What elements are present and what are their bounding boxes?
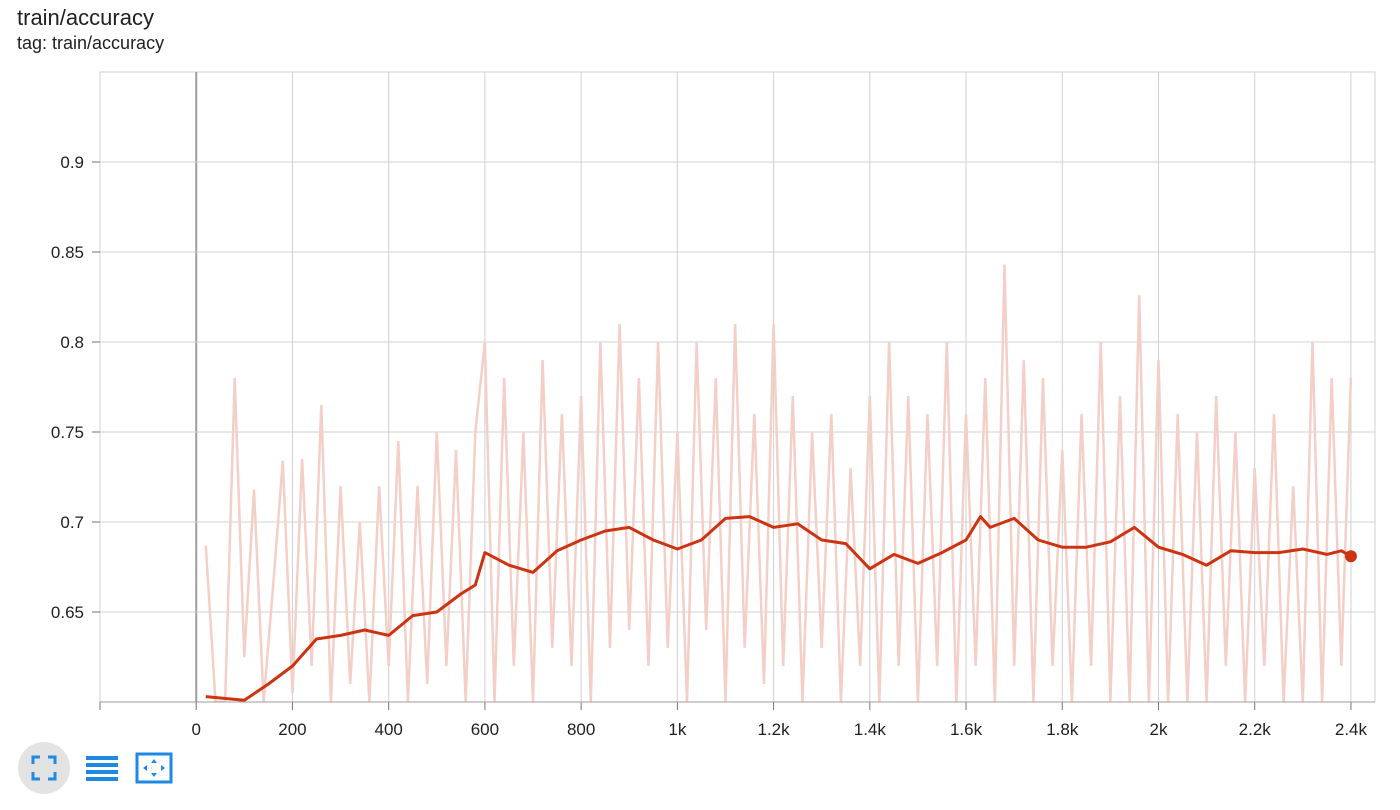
raw-accuracy-series xyxy=(204,264,1353,702)
x-tick-label: 1.2k xyxy=(758,720,791,739)
chart-tag-line: tag: train/accuracy xyxy=(17,33,165,53)
x-tick-label: 200 xyxy=(278,720,306,739)
fit-domain-button[interactable] xyxy=(134,742,174,794)
fullscreen-icon xyxy=(31,755,57,781)
chart-toolbar xyxy=(18,742,174,794)
x-tick-label: 2.4k xyxy=(1335,720,1368,739)
smoothed-series-layer xyxy=(205,515,1357,702)
x-tick-label: 2.2k xyxy=(1239,720,1272,739)
x-tick-label: 1.6k xyxy=(950,720,983,739)
y-tick-label: 0.9 xyxy=(60,153,84,172)
accuracy-line-chart[interactable]: 0 200 400 600 800 1k 1.2k 1.4k 1.6k 1.8k 2k 2.2k 2.4… xyxy=(0,0,1400,740)
x-tick-label: 1.4k xyxy=(854,720,887,739)
y-tick-label: 0.7 xyxy=(60,513,84,532)
y-tick-label: 0.8 xyxy=(60,333,84,352)
y-tick-label: 0.85 xyxy=(51,243,84,262)
y-tick-label: 0.65 xyxy=(51,603,84,622)
raw-series-layer xyxy=(204,264,1353,702)
tick-label-layer: 0 200 400 600 800 1k 1.2k 1.4k 1.6k 1.8k 2k 2.2k 2.4… xyxy=(51,153,1375,739)
last-value-marker xyxy=(1344,550,1357,563)
x-tick-label: 2k xyxy=(1150,720,1168,739)
x-tick-label: 1.8k xyxy=(1046,720,1079,739)
chart-title: train/accuracy xyxy=(17,5,154,30)
expand-chart-button[interactable] xyxy=(18,742,70,794)
x-tick-label: 400 xyxy=(374,720,402,739)
toggle-log-scale-button[interactable] xyxy=(82,742,122,794)
x-tick-label: 600 xyxy=(471,720,499,739)
smoothed-accuracy-series xyxy=(205,515,1352,702)
x-tick-label: 0 xyxy=(191,720,200,739)
x-tick-label: 800 xyxy=(567,720,595,739)
x-tick-label: 1k xyxy=(668,720,686,739)
grid-layer xyxy=(99,71,1376,703)
list-lines-icon xyxy=(86,756,118,781)
y-tick-label: 0.75 xyxy=(51,423,84,442)
fit-to-data-icon xyxy=(135,752,173,784)
